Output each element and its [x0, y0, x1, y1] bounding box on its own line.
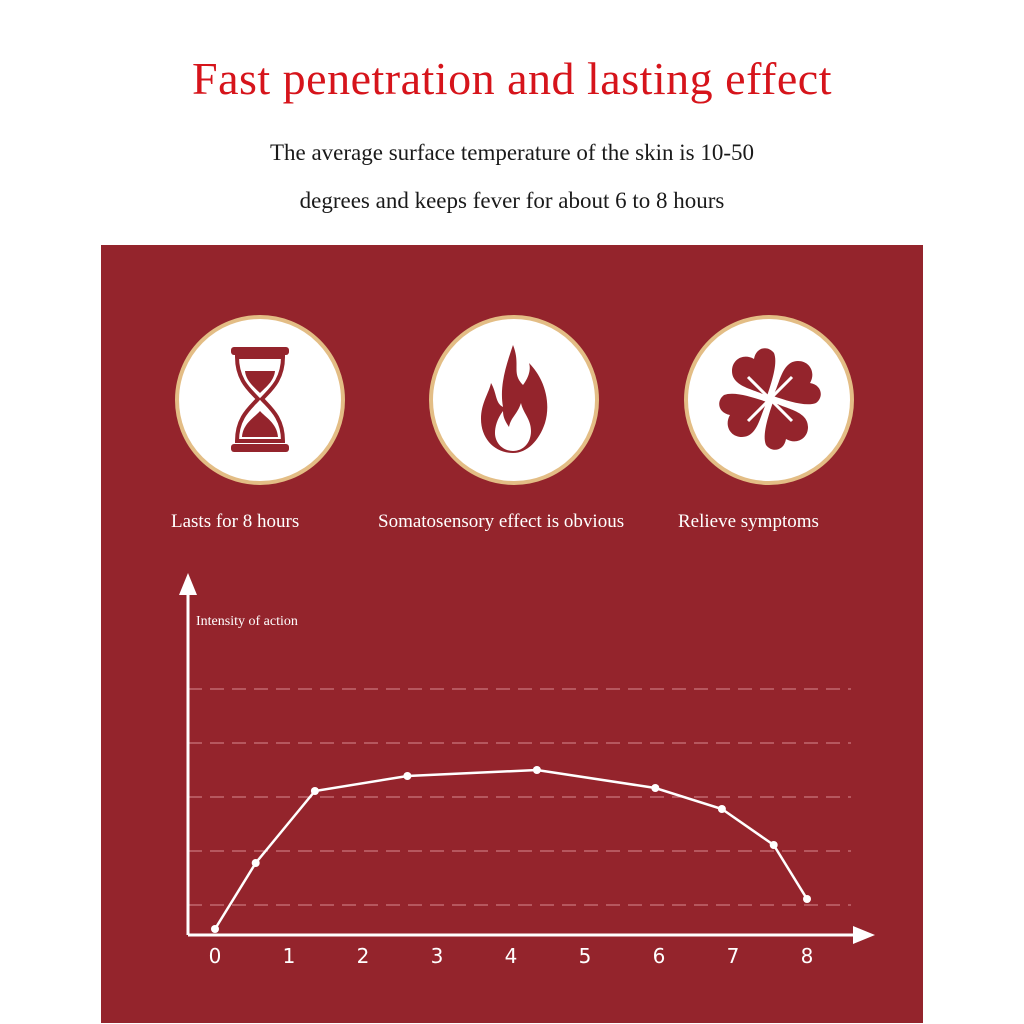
data-point	[251, 859, 260, 867]
x-tick-label: 3	[431, 944, 444, 968]
subtitle-line-2: degrees and keeps fever for about 6 to 8…	[299, 188, 725, 213]
x-tick-label: 1	[283, 944, 296, 968]
x-tick-label: 2	[357, 944, 370, 968]
feature-label-relieve: Relieve symptoms	[678, 511, 819, 532]
data-point	[532, 766, 541, 774]
feature-label-somatosensory: Somatosensory effect is obvious	[378, 511, 625, 532]
y-axis-arrow	[179, 573, 197, 595]
x-tick-label: 4	[505, 944, 518, 968]
hourglass-icon	[231, 347, 289, 452]
x-tick-label: 0	[209, 944, 222, 968]
headline: Fast penetration and lasting effect	[191, 53, 832, 104]
x-tick-label: 7	[727, 944, 740, 968]
flame-badge	[429, 315, 599, 485]
flame-icon	[481, 345, 548, 453]
clover-badge	[684, 315, 854, 485]
data-point	[803, 895, 811, 903]
subtitle-line-1: The average surface temperature of the s…	[269, 140, 755, 165]
data-point	[717, 805, 726, 813]
x-tick-label: 8	[801, 944, 814, 968]
clover-icon	[719, 348, 821, 450]
y-axis-label: Intensity of action	[196, 614, 298, 629]
hourglass-badge	[175, 315, 345, 485]
feature-panel: Lasts for 8 hours Somatosensory effect i…	[101, 245, 923, 1023]
data-point	[310, 787, 319, 795]
x-axis-arrow	[853, 926, 875, 944]
feature-label-hours: Lasts for 8 hours	[171, 511, 300, 532]
x-tick-label: 5	[579, 944, 592, 968]
x-tick-label: 6	[653, 944, 666, 968]
data-point	[769, 841, 778, 849]
intensity-chart: Intensity of action 0 1 2 3 4 5 6 7 8	[179, 573, 875, 968]
data-point	[403, 772, 412, 780]
data-point	[651, 784, 660, 792]
data-point	[211, 925, 219, 933]
